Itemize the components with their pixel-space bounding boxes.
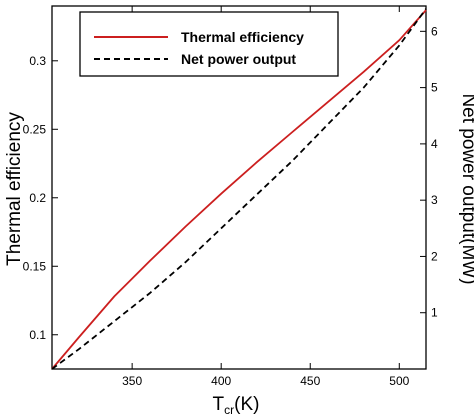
y-left-tick-label: 0.25	[23, 122, 47, 136]
y-left-tick-label: 0.15	[23, 259, 47, 273]
y-axis-right-label: Net power output(MW)	[458, 93, 474, 284]
y-right-tick-label: 6	[431, 24, 438, 38]
series-layer	[51, 8, 427, 370]
x-tick-label: 500	[389, 374, 409, 388]
x-axis-label: Tcr(K)	[213, 394, 260, 417]
legend-label-net-power-output: Net power output	[181, 51, 296, 67]
y-left-tick-label: 0.2	[29, 191, 46, 205]
y-right-tick-label: 4	[431, 137, 438, 151]
y-right-tick-label: 3	[431, 193, 438, 207]
y-left-tick-label: 0.1	[29, 328, 46, 342]
x-axis-label-unit: (K)	[234, 394, 259, 415]
legend: Thermal efficiency Net power output	[79, 11, 339, 77]
y-right-tick-label: 2	[431, 249, 438, 263]
x-tick-label: 450	[300, 374, 320, 388]
legend-box	[79, 11, 339, 77]
legend-label-thermal-efficiency: Thermal efficiency	[181, 29, 304, 45]
series-line-thermal-efficiency	[51, 9, 427, 370]
y-right-tick-label: 1	[431, 306, 438, 320]
ticks-layer: 350 400 450 500 0.1 0.15 0.2 0.25 0.3 1 2 3 4 5 6	[23, 6, 438, 388]
y-axis-left-label: Thermal efficiency	[4, 112, 25, 266]
y-right-tick-label: 5	[431, 81, 438, 95]
x-tick-label: 400	[211, 374, 231, 388]
y-left-tick-label: 0.3	[29, 54, 46, 68]
x-tick-label: 350	[122, 374, 142, 388]
x-axis-label-main: T	[213, 394, 225, 415]
series-line-net-power-output	[51, 8, 427, 370]
x-axis-label-sub: cr	[224, 403, 234, 417]
plot-frame	[51, 5, 427, 370]
